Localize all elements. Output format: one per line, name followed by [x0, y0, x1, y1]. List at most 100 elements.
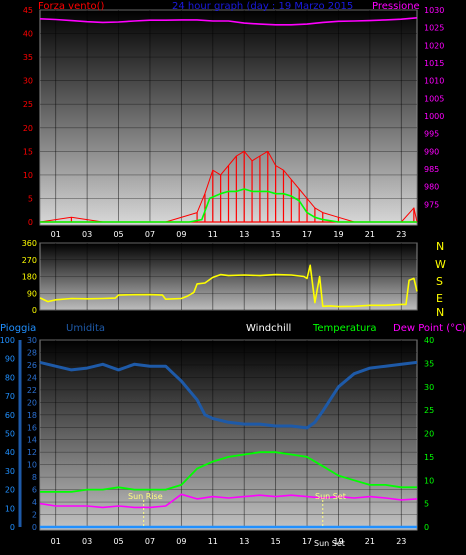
pressure-tick-label: 975	[424, 200, 439, 209]
wind-tick-label: 30	[23, 77, 33, 86]
humidity-tick-label: 24	[27, 373, 37, 382]
wind-tick-label: 35	[23, 53, 33, 62]
x-tick-label: 01	[51, 537, 61, 546]
legend-windchill: Windchill	[246, 323, 291, 334]
x-tick-label: 17	[302, 230, 312, 239]
rain-tick-label: 60	[5, 411, 15, 420]
pressure-tick-label: 1000	[424, 112, 444, 121]
pressure-tick-label: 990	[424, 147, 439, 156]
wind-tick-label: 45	[23, 6, 33, 15]
pressure-tick-label: 1005	[424, 94, 444, 103]
humidity-tick-label: 14	[27, 436, 37, 445]
rain-tick-label: 40	[5, 448, 15, 457]
temperature-tick-label: 35	[424, 359, 434, 368]
humidity-tick-label: 16	[27, 423, 37, 432]
compass-n-top: N	[436, 240, 444, 253]
x-tick-label: 19	[333, 537, 343, 546]
wind-tick-label: 20	[23, 124, 33, 133]
x-tick-label: 09	[176, 230, 186, 239]
x-tick-label: 13	[239, 230, 249, 239]
pressure-line	[39, 17, 418, 26]
x-tick-label: 15	[271, 230, 281, 239]
x-tick-label: 09	[176, 537, 186, 546]
x-tick-label: 05	[113, 537, 123, 546]
direction-tick-label: 360	[22, 239, 37, 248]
humidity-line	[39, 360, 418, 430]
wind-tick-label: 25	[23, 100, 33, 109]
rain-tick-label: 10	[5, 504, 15, 513]
pressure-tick-label: 980	[424, 183, 439, 192]
pressure-tick-label: 1025	[424, 24, 444, 33]
pressure-tick-label: 985	[424, 165, 439, 174]
wind-tick-label: 5	[28, 194, 33, 203]
wind-tick-label: 10	[23, 171, 33, 180]
wind-average-line	[40, 188, 417, 223]
rain-tick-label: 80	[5, 373, 15, 382]
temperature-tick-label: 5	[424, 500, 429, 509]
rain-tick-label: 100	[0, 336, 15, 345]
wind-tick-label: 40	[23, 30, 33, 39]
humidity-tick-label: 10	[27, 461, 37, 470]
x-tick-label: 11	[208, 537, 218, 546]
panel-bottom-bg	[39, 339, 418, 531]
sunset-label: Sun Set	[315, 492, 346, 501]
temperature-tick-label: 10	[424, 476, 434, 485]
legend-temperature: Temperatura	[312, 323, 377, 334]
x-tick-label: 05	[113, 230, 123, 239]
temperature-tick-label: 30	[424, 383, 434, 392]
sunset-time-label: Sun Set	[314, 539, 345, 548]
legend-rain: Pioggia	[0, 323, 36, 334]
temperature-tick-label: 15	[424, 453, 434, 462]
x-tick-label: 11	[208, 230, 218, 239]
temperature-tick-label: 25	[424, 406, 434, 415]
pressure-tick-label: 1020	[424, 41, 444, 50]
pressure-tick-label: 1015	[424, 59, 444, 68]
x-tick-label: 23	[396, 537, 406, 546]
humidity-tick-label: 0	[32, 523, 37, 532]
humidity-tick-label: 26	[27, 361, 37, 370]
wind-direction-line	[39, 264, 418, 308]
x-tick-label: 15	[271, 537, 281, 546]
rain-tick-label: 0	[10, 523, 15, 532]
humidity-tick-label: 8	[32, 473, 37, 482]
temperature-tick-label: 0	[424, 523, 429, 532]
rain-tick-label: 70	[5, 392, 15, 401]
humidity-tick-label: 30	[27, 336, 37, 345]
compass-e: E	[436, 292, 443, 305]
rain-tick-label: 30	[5, 467, 15, 476]
humidity-tick-label: 4	[32, 498, 37, 507]
x-tick-label: 01	[51, 230, 61, 239]
direction-tick-label: 270	[22, 256, 37, 265]
x-tick-label: 17	[302, 537, 312, 546]
direction-tick-label: 90	[27, 289, 37, 298]
pressure-tick-label: 1030	[424, 6, 444, 15]
wind-tick-label: 15	[23, 147, 33, 156]
dewpoint-line	[39, 493, 418, 509]
compass-s: S	[436, 275, 443, 288]
x-tick-label: 03	[82, 537, 92, 546]
chart-title: 24 hour graph (day : 19 Marzo 2015	[172, 1, 353, 12]
x-tick-label: 19	[333, 230, 343, 239]
compass-w: W	[435, 258, 446, 271]
compass-n-bottom: N	[436, 306, 444, 319]
legend-dewpoint: Dew Point (°C)	[393, 323, 466, 334]
pressure-axis-label: Pressione	[372, 1, 420, 12]
humidity-tick-label: 18	[27, 411, 37, 420]
direction-tick-label: 180	[22, 273, 37, 282]
humidity-tick-label: 12	[27, 448, 37, 457]
x-tick-label: 21	[365, 230, 375, 239]
x-tick-label: 13	[239, 537, 249, 546]
humidity-tick-label: 28	[27, 348, 37, 357]
x-tick-label: 07	[145, 537, 155, 546]
pressure-tick-label: 995	[424, 130, 439, 139]
temperature-line	[40, 451, 417, 493]
x-tick-label: 07	[145, 230, 155, 239]
wind-tick-label: 0	[28, 218, 33, 227]
humidity-tick-label: 2	[32, 511, 37, 520]
x-tick-label: 23	[396, 230, 406, 239]
direction-tick-label: 0	[32, 306, 37, 315]
x-tick-label: 21	[365, 537, 375, 546]
sunrise-label: Sun Rise	[128, 492, 163, 501]
rain-tick-label: 50	[5, 430, 15, 439]
